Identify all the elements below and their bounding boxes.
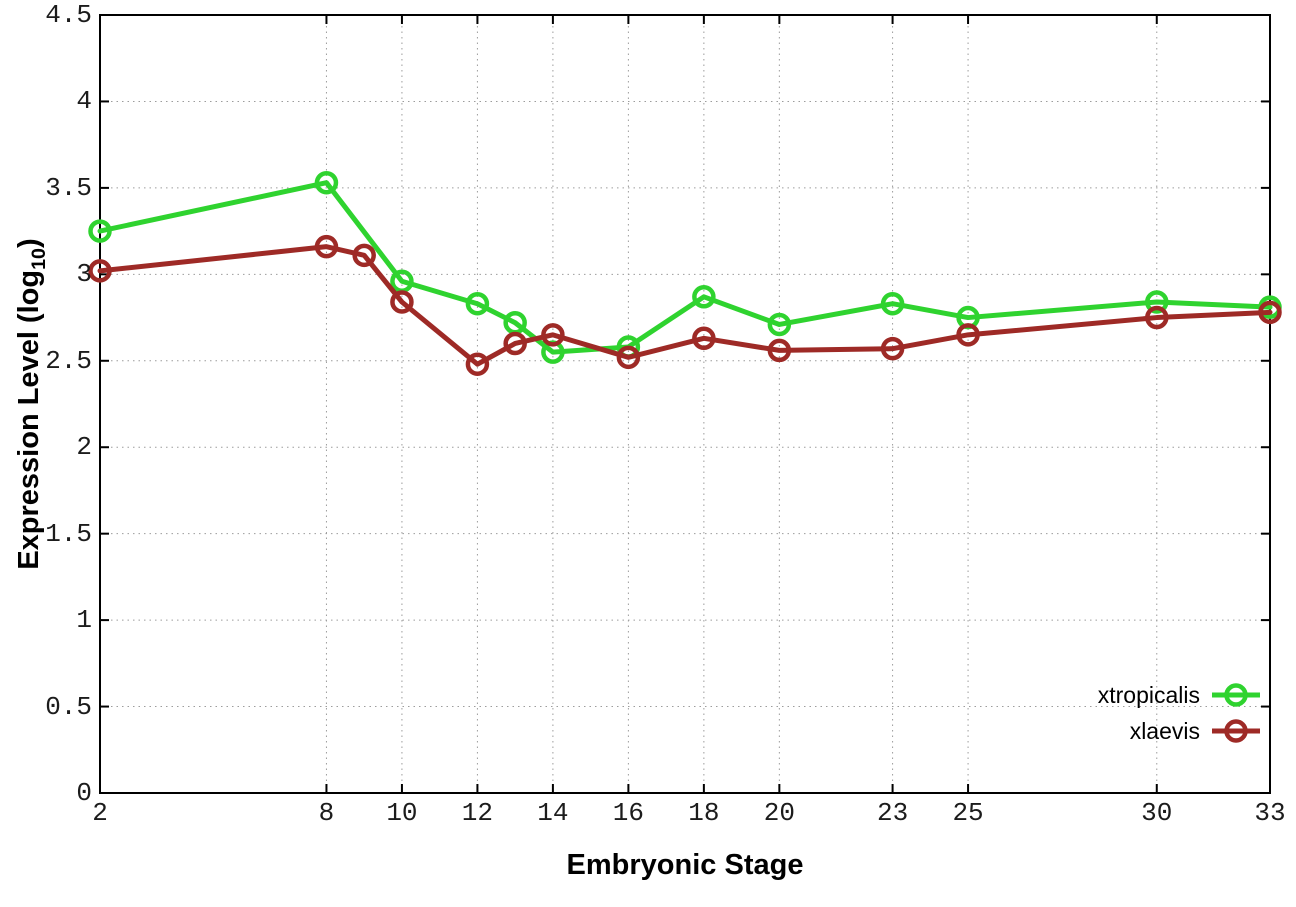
x-tick-label: 18: [688, 798, 720, 828]
y-tick-label: 2.5: [45, 345, 92, 376]
data-point-marker-xlaevis: [1258, 300, 1282, 325]
x-tick-label: 12: [461, 798, 494, 828]
data-point-marker-xtropicalis: [880, 291, 905, 316]
data-point-marker-xtropicalis: [88, 219, 112, 243]
data-point-marker-xtropicalis: [767, 312, 792, 337]
y-axis-title-close: ): [13, 238, 46, 248]
y-tick-label: 4.5: [45, 0, 92, 30]
data-point-marker-xlaevis: [767, 338, 792, 363]
legend-label-xtropicalis: xtropicalis: [1097, 681, 1200, 708]
y-tick-label: 2: [76, 432, 92, 463]
data-point-marker-xlaevis: [352, 243, 376, 268]
y-tick-label: 3: [76, 259, 92, 290]
data-point-marker-xlaevis: [88, 259, 112, 283]
plot-border: [99, 14, 1271, 794]
legend: xtropicalis xlaevis: [1098, 679, 1262, 747]
data-point-marker-xtropicalis: [465, 291, 490, 316]
y-tick-label: 3.5: [45, 172, 92, 203]
x-tick-label: 8: [318, 798, 335, 828]
x-tick-label: 20: [763, 798, 795, 828]
data-point-marker-xlaevis: [541, 323, 565, 347]
x-tick-label: 30: [1141, 798, 1173, 828]
x-tick-label: 14: [537, 798, 569, 828]
data-point-marker-xlaevis: [314, 234, 339, 259]
x-tick-label: 23: [876, 798, 909, 828]
y-axis-title-text: Expression Level (log: [13, 269, 46, 570]
legend-sample-line-icon: [1212, 683, 1260, 707]
y-axis-title-subscript: 10: [27, 247, 50, 270]
data-point-marker-xlaevis: [616, 345, 641, 370]
data-point-marker-xtropicalis: [314, 170, 339, 195]
y-tick-label: 4: [76, 86, 92, 117]
y-tick-label: 0: [76, 778, 92, 808]
data-point-marker-xtropicalis: [692, 285, 716, 309]
legend-sample-line-icon: [1212, 719, 1260, 743]
series-line-xtropicalis: [97, 180, 1273, 355]
y-tick-label: 0.5: [45, 691, 92, 722]
data-point-marker-xlaevis: [692, 326, 716, 351]
y-tick-label: 1: [76, 605, 92, 636]
y-tick-label: 1.5: [45, 518, 92, 549]
data-point-marker-xlaevis: [390, 290, 414, 314]
x-tick-label: 25: [952, 798, 984, 828]
data-point-marker-xlaevis: [880, 336, 905, 361]
data-point-marker-xlaevis: [1145, 305, 1169, 330]
y-axis-title: Expression Level (log10): [13, 238, 51, 569]
legend-row-xlaevis: xlaevis: [1130, 715, 1262, 747]
legend-sample-marker: [1224, 683, 1248, 707]
x-tick-label: 10: [386, 798, 418, 828]
x-tick-label: 33: [1254, 798, 1286, 828]
x-tick-label: 2: [92, 798, 108, 828]
data-point-marker-xlaevis: [956, 323, 980, 347]
x-axis-title: Embryonic Stage: [566, 849, 804, 881]
data-point-marker-xlaevis: [503, 331, 527, 356]
legend-row-xtropicalis: xtropicalis: [1098, 679, 1262, 711]
x-tick-label: 16: [612, 798, 644, 828]
data-point-marker-xlaevis: [465, 352, 490, 376]
legend-label-xlaevis: xlaevis: [1129, 717, 1200, 744]
data-point-marker-xtropicalis: [1145, 290, 1169, 314]
legend-sample-marker: [1224, 719, 1248, 743]
